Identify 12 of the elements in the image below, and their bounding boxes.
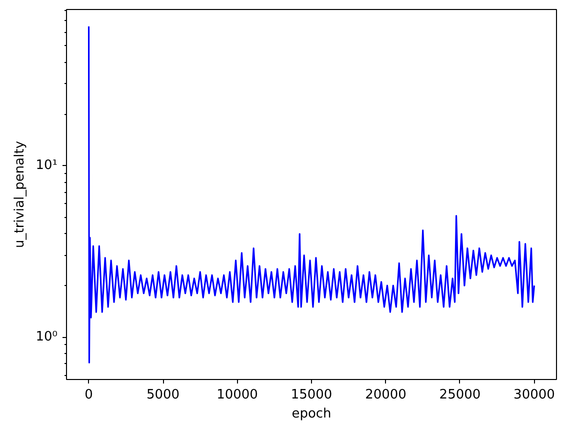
x-tick-label: 25000 (439, 388, 481, 402)
x-tick-label: 0 (84, 388, 93, 402)
line-series (88, 26, 536, 364)
x-tick-label: 15000 (290, 388, 332, 402)
y-axis-title: u_trivial_penalty (12, 140, 28, 248)
y-tick-label: 10⁰ (36, 330, 58, 345)
x-tick-label: 10000 (216, 388, 258, 402)
x-axis-title: epoch (292, 406, 332, 422)
y-tick-label: 10¹ (36, 158, 58, 174)
x-tick-label: 5000 (146, 388, 180, 402)
x-tick-label: 30000 (514, 388, 555, 402)
x-tick-label: 20000 (365, 388, 406, 402)
